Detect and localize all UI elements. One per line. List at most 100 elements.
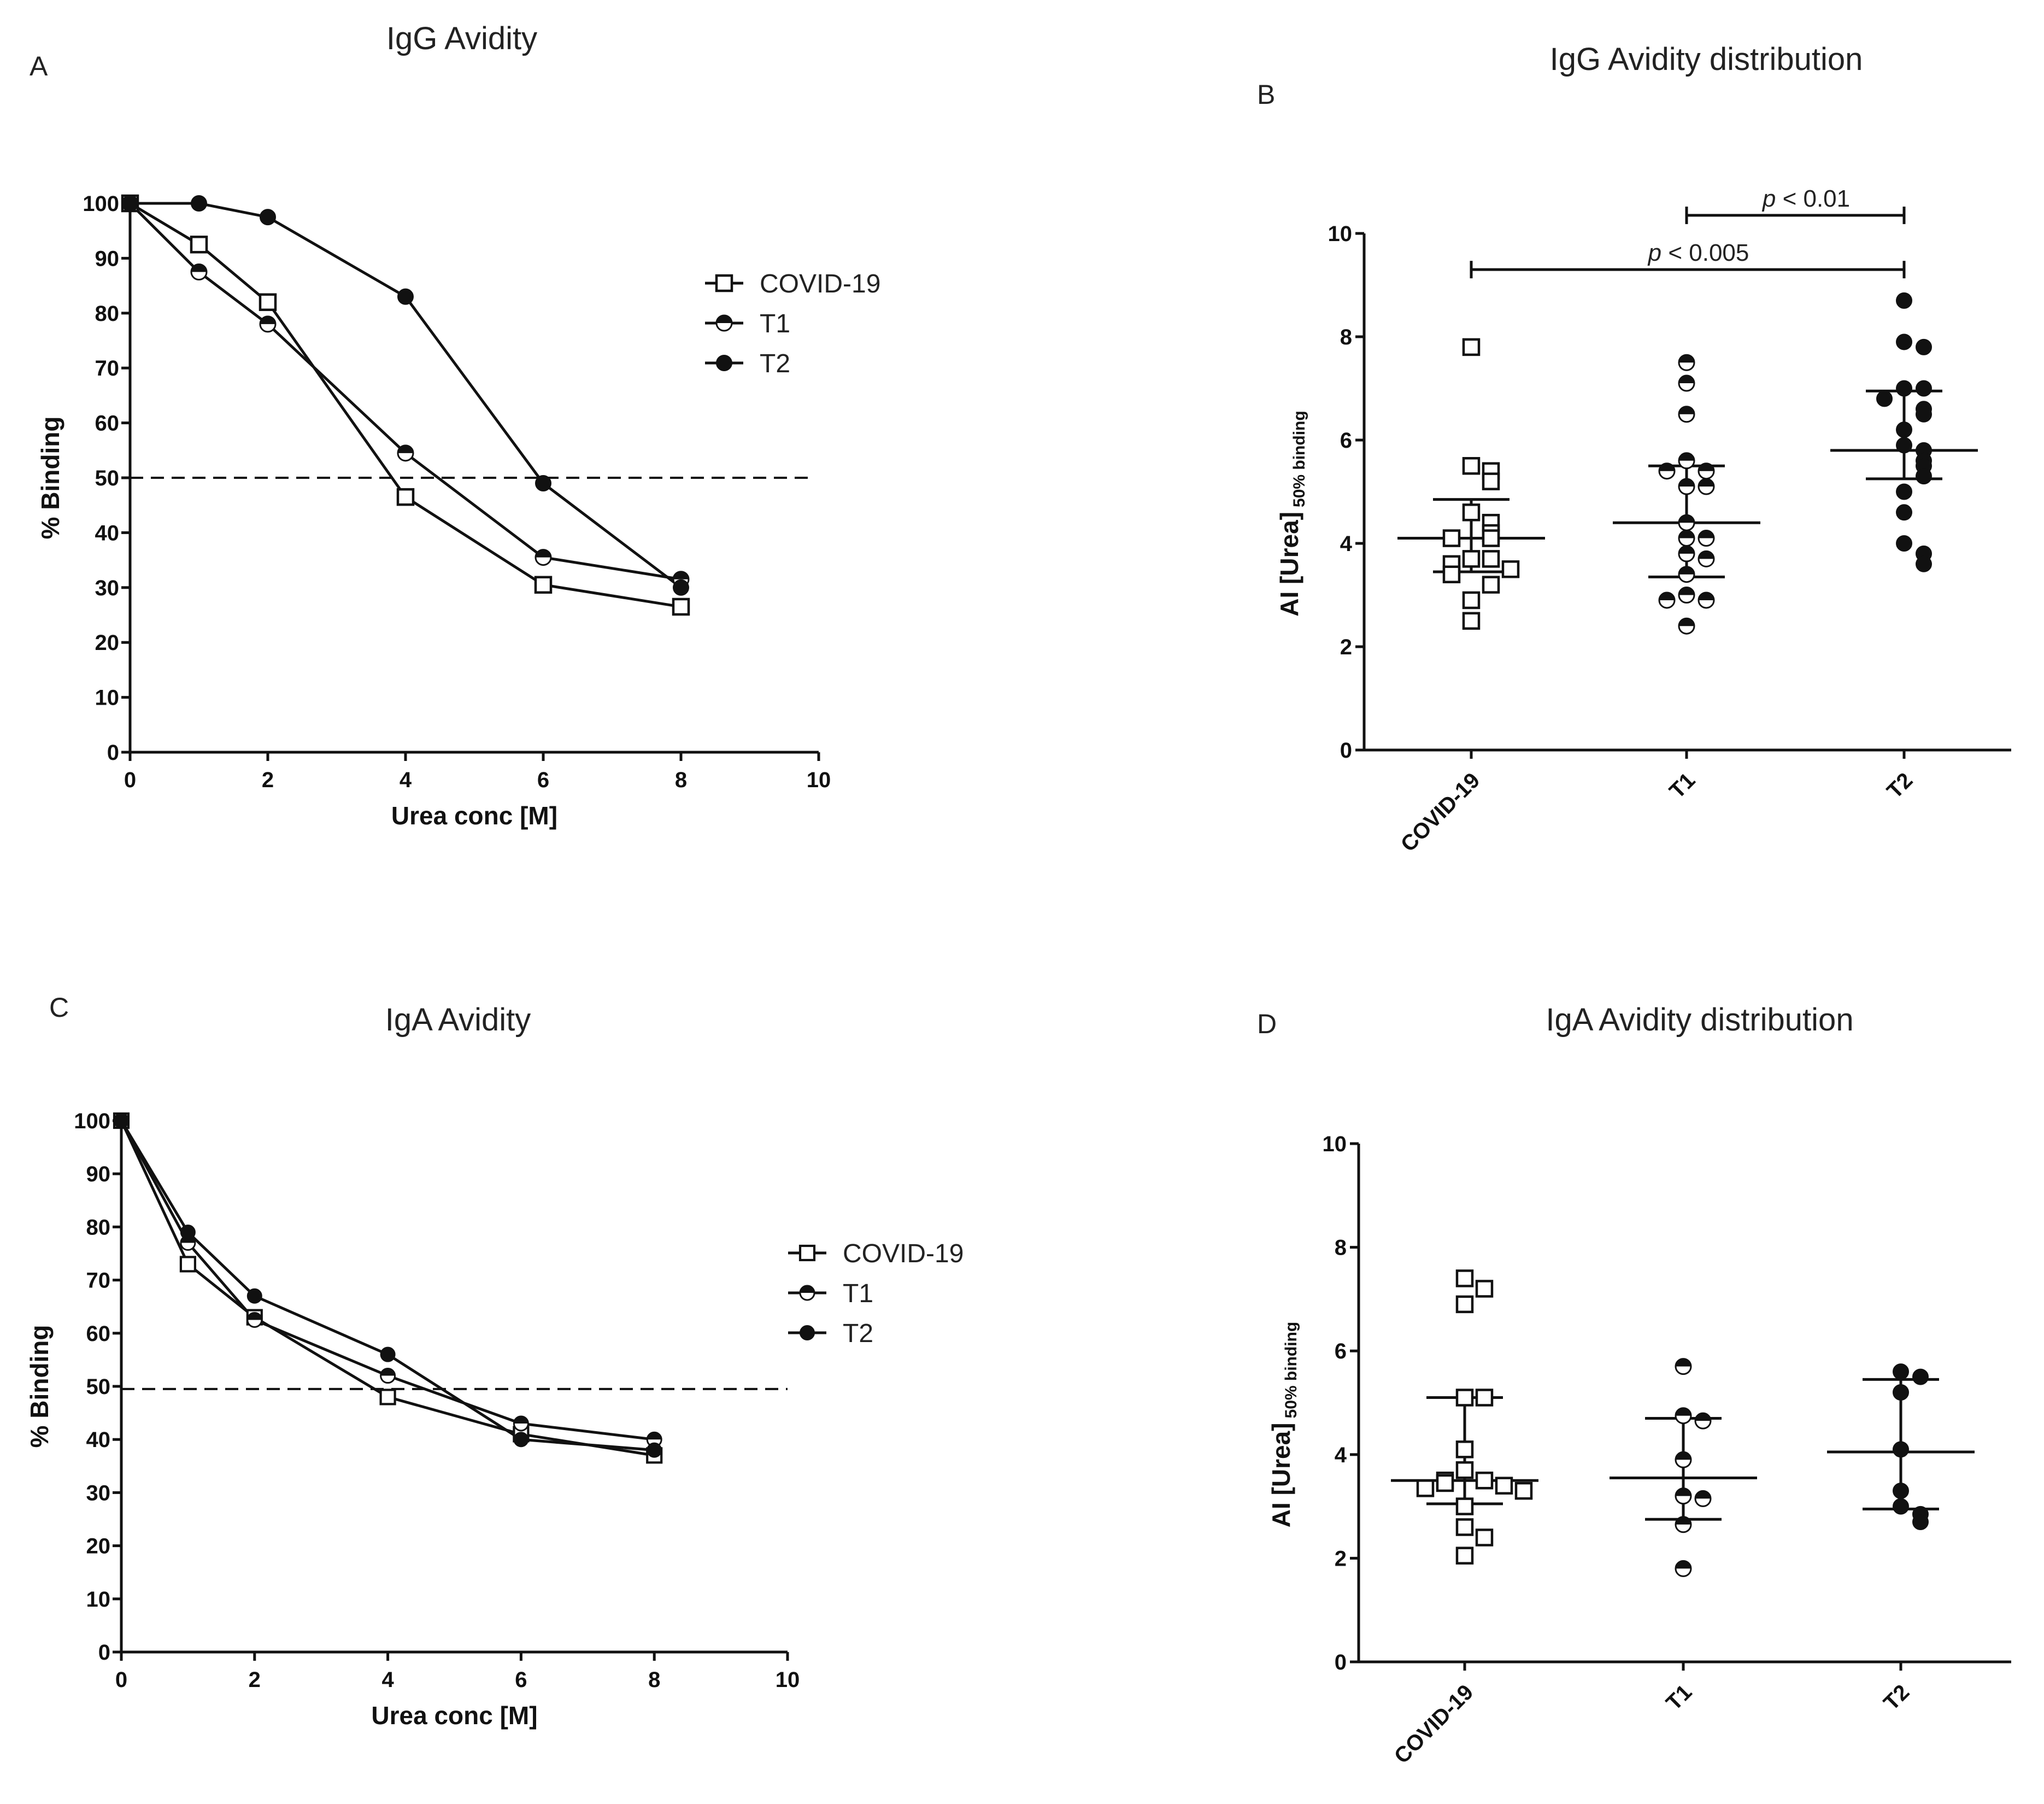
chart-title-a: IgG Avidity [386,21,537,56]
data-point-t2 [1896,421,1912,438]
x-axis-label: Urea conc [M] [371,1701,537,1730]
data-point-covid-19 [1455,1461,1474,1479]
y-tick-label: 20 [86,1534,111,1559]
y-tick-label: 2 [1335,1547,1347,1571]
y-tick-label: 100 [83,192,119,216]
legend-marker-t2 [716,355,732,371]
panel-label-c: C [49,992,69,1023]
data-point-covid-19 [1501,560,1520,578]
data-point-t2 [122,195,138,212]
data-point-covid-19 [534,576,553,594]
data-point-t1-fill [398,445,413,453]
data-point-covid-19 [1482,550,1500,568]
y-tick-label: 0 [98,1641,110,1665]
data-point-t1-fill [536,549,551,558]
data-point-t1-fill [1679,546,1694,554]
data-point-covid-19 [396,488,415,506]
y-tick-label: 40 [86,1428,111,1452]
x-tick-label: T1 [1661,1680,1696,1715]
data-point-t2 [1893,1384,1909,1401]
data-point-t2 [1916,338,1932,355]
data-point-t1 [1678,374,1695,392]
y-axis-label: AI [Urea]50% binding [1275,411,1308,616]
y-axis-label: % Binding [36,417,64,540]
panel-label-b: B [1257,79,1275,110]
y-tick-label: 10 [95,686,120,710]
x-tick-label: 8 [675,768,687,792]
data-point-covid-19 [1455,1440,1474,1459]
y-tick-label: 70 [86,1269,111,1293]
data-point-t2 [191,195,207,212]
y-tick-label: 20 [95,631,120,655]
data-point-t2 [1916,555,1932,572]
data-point-t2 [1893,1483,1909,1500]
data-point-t2 [1896,535,1912,552]
x-tick-label: 2 [262,768,274,792]
data-point-t2 [1896,380,1912,397]
data-point-t1-fill [1679,406,1694,414]
data-point-t1 [1658,462,1676,480]
x-tick-label: 10 [776,1668,800,1692]
y-tick-label: 0 [1335,1650,1347,1674]
data-point-t1 [1698,462,1715,480]
data-point-covid-19 [190,236,208,254]
data-point-t1 [190,263,208,280]
data-point-t1 [246,1312,263,1328]
data-point-t1 [1678,354,1695,371]
data-point-t1 [1675,1487,1692,1505]
y-tick-label: 10 [1328,222,1353,246]
data-point-t2 [1916,468,1932,485]
data-point-t1-fill [1695,1491,1711,1499]
data-point-t2 [513,1432,529,1448]
data-point-t2 [1916,380,1932,397]
data-point-t1-fill [1699,592,1714,600]
y-tick-label: 70 [95,356,120,380]
x-tick-label: 10 [807,768,831,792]
legend-label-t1: T1 [843,1279,873,1308]
data-point-t2 [1893,1441,1909,1458]
x-tick-label: 4 [381,1668,394,1692]
data-point-t2 [1876,390,1893,407]
x-tick-label: 4 [400,768,412,792]
x-tick-label: T1 [1665,768,1700,803]
data-point-t1-fill [1676,1516,1691,1525]
data-point-t1 [1678,617,1695,635]
legend-marker-t1 [799,1285,815,1301]
y-tick-label: 60 [86,1322,111,1346]
data-point-t1 [1678,530,1695,547]
legend-marker-covid-19 [715,274,733,292]
y-tick-label: 2 [1340,635,1352,659]
data-point-t1-fill [1699,463,1714,471]
data-point-t1-fill [1679,479,1694,487]
data-point-covid-19 [1462,457,1481,475]
data-point-t1 [1698,550,1715,567]
y-tick-label: 4 [1335,1443,1347,1467]
series-line-t1 [129,202,682,581]
x-tick-label: COVID-19 [1396,768,1485,857]
data-point-t1 [1678,478,1695,495]
data-point-t2 [1896,504,1912,521]
data-point-t1 [646,1431,662,1448]
data-point-t2 [1893,1363,1909,1380]
x-tick-label: T2 [1879,1680,1914,1715]
data-point-t1 [1675,1560,1692,1577]
data-point-t1-fill [1679,453,1694,461]
data-point-t1-fill [1679,515,1694,523]
series-t2 [1830,292,1978,572]
data-point-t1-fill [1679,530,1694,538]
data-point-t2 [1912,1514,1929,1531]
data-point-covid-19 [1455,1389,1474,1407]
data-point-t1 [259,315,277,333]
data-point-t1-fill [647,1432,662,1440]
y-tick-label: 90 [95,247,120,271]
panel-d-iga-distribution-chart: D IgA Avidity distribution 0 2 4 6 8 10 COVID-… [1257,1002,2011,1768]
data-point-covid-19 [1442,565,1461,583]
panel-a-igg-avidity-chart: A IgG Avidity 0 10 20 30 40 50 60 70 80 90 100 0 2 4 6… [30,21,880,830]
data-point-t1 [513,1415,529,1432]
data-point-t1 [1694,1490,1712,1507]
y-tick-label: 90 [86,1162,111,1186]
y-tick-label: 50 [86,1375,111,1399]
x-tick-label: 2 [249,1668,261,1692]
data-point-t1-fill [380,1368,395,1376]
data-point-t1 [1675,1358,1692,1375]
